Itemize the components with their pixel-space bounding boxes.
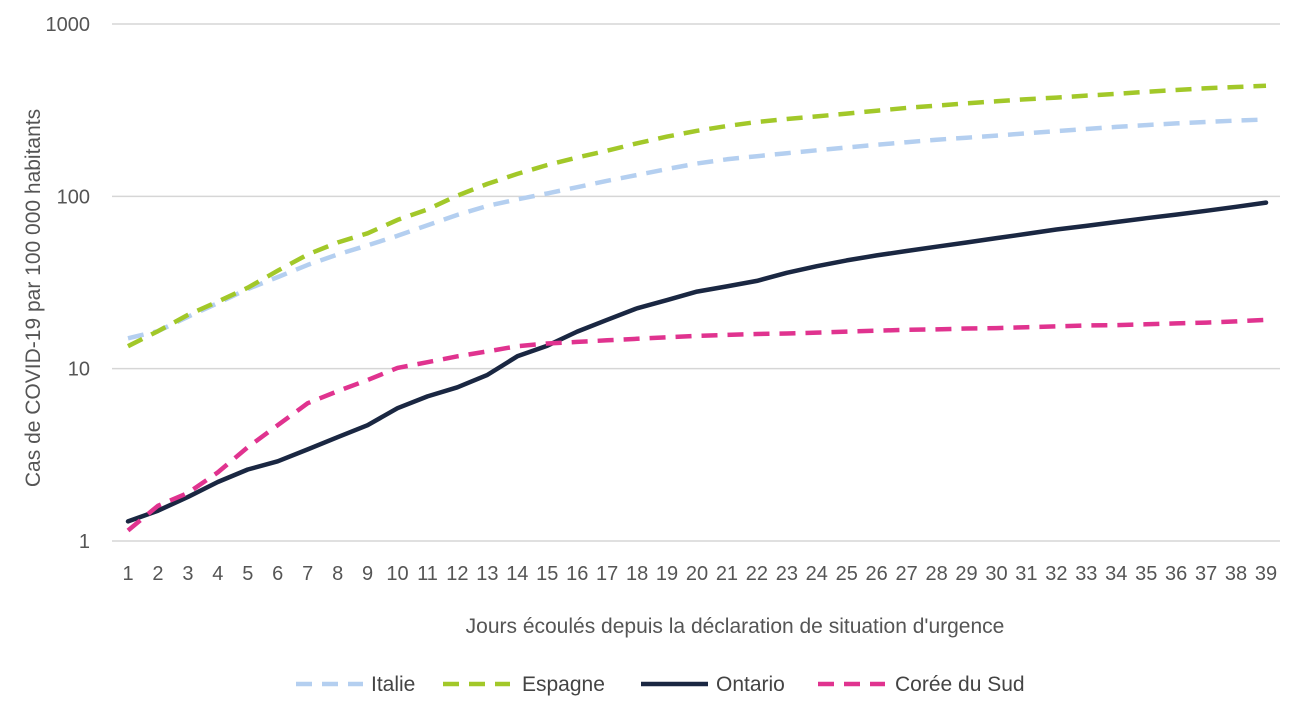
x-tick-label: 9	[362, 563, 373, 585]
series-line-cor-e-du-sud	[126, 317, 1267, 533]
x-tick-label: 25	[836, 563, 858, 585]
x-tick-label: 1	[122, 563, 133, 585]
x-tick-label: 4	[212, 563, 223, 585]
x-tick-label: 5	[242, 563, 253, 585]
legend-label: Ontario	[716, 673, 785, 696]
legend-label: Corée du Sud	[895, 673, 1025, 696]
x-tick-label: 18	[626, 563, 648, 585]
legend-item: Corée du Sud	[818, 673, 1025, 696]
x-tick-label: 35	[1135, 563, 1157, 585]
x-tick-label: 36	[1165, 563, 1187, 585]
x-tick-label: 15	[536, 563, 558, 585]
x-tick-label: 3	[182, 563, 193, 585]
x-tick-label: 27	[896, 563, 918, 585]
x-tick-label: 33	[1075, 563, 1097, 585]
y-tick-label: 100	[57, 186, 90, 208]
y-tick-labels: 1 10 100 1000	[46, 14, 91, 553]
x-tick-label: 12	[446, 563, 468, 585]
x-tick-label: 31	[1015, 563, 1037, 585]
x-tick-label: 23	[776, 563, 798, 585]
legend-item: Italie	[296, 673, 415, 696]
x-tick-label: 11	[417, 563, 438, 585]
x-tick-label: 6	[272, 563, 283, 585]
series-line-espagne	[126, 83, 1267, 349]
legend-label: Italie	[371, 673, 415, 696]
x-tick-label: 17	[596, 563, 618, 585]
y-tick-label: 1	[79, 531, 90, 553]
y-tick-label: 1000	[46, 14, 91, 36]
x-tick-label: 38	[1225, 563, 1247, 585]
x-tick-label: 29	[955, 563, 977, 585]
series-line-ontario	[125, 200, 1269, 524]
x-tick-label: 26	[866, 563, 888, 585]
y-tick-label: 10	[68, 359, 90, 381]
x-tick-label: 8	[332, 563, 343, 585]
legend-item: Espagne	[443, 673, 605, 696]
series-line-italie	[127, 117, 1267, 341]
series-lines	[125, 83, 1269, 533]
x-tick-label: 22	[746, 563, 768, 585]
x-tick-label: 24	[806, 563, 828, 585]
legend-label: Espagne	[522, 673, 605, 696]
x-tick-labels: 1 2 3 4 5 6 7 8 9 10 11 12 13 14 15 16 17 18 19 20 21 22 23 24 2…	[122, 563, 1277, 585]
x-tick-label: 14	[506, 563, 528, 585]
x-tick-label: 37	[1195, 563, 1217, 585]
x-tick-label: 28	[925, 563, 947, 585]
x-axis-title: Jours écoulés depuis la déclaration de s…	[466, 615, 1005, 638]
x-tick-label: 7	[302, 563, 313, 585]
x-tick-label: 34	[1105, 563, 1127, 585]
x-tick-label: 32	[1045, 563, 1067, 585]
gridlines	[112, 23, 1280, 542]
x-tick-label: 30	[985, 563, 1007, 585]
x-tick-label: 13	[476, 563, 498, 585]
x-tick-label: 16	[566, 563, 588, 585]
x-tick-label: 2	[152, 563, 163, 585]
x-tick-label: 21	[716, 563, 738, 585]
legend: Italie Espagne Ontario Corée du Sud	[296, 673, 1025, 696]
x-tick-label: 39	[1255, 563, 1277, 585]
x-tick-label: 20	[686, 563, 708, 585]
legend-item: Ontario	[641, 673, 785, 696]
x-tick-label: 10	[386, 563, 408, 585]
x-tick-label: 19	[656, 563, 678, 585]
y-axis-title: Cas de COVID-19 par 100 000 habitants	[22, 109, 45, 487]
